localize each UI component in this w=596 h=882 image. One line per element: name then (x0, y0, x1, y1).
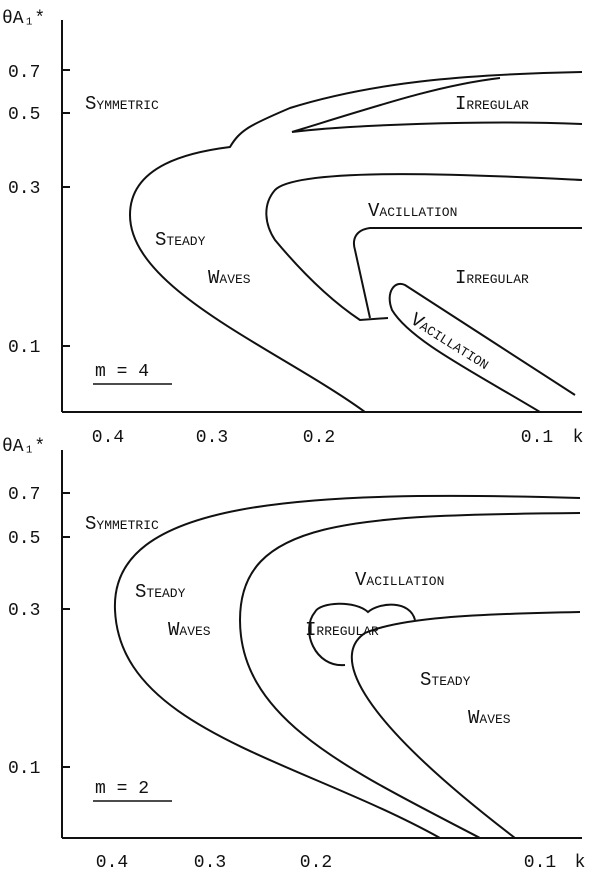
region-label: Waves (468, 707, 511, 729)
region-label: Steady (155, 229, 206, 251)
y-tick-label: 0.7 (8, 63, 40, 83)
y-tick-label: 0.1 (8, 759, 40, 779)
region-label: Symmetric (85, 513, 159, 535)
region-label: Vacillation (355, 569, 444, 591)
boundary (113, 494, 581, 839)
x-tick-label: 0.1 (524, 853, 556, 873)
x-axis-label: k (573, 428, 584, 448)
x-tick-label: 0.2 (300, 853, 332, 873)
region-label: Vacillation (406, 309, 493, 375)
boundary (238, 512, 581, 839)
region-label: Waves (168, 619, 211, 641)
x-tick-label: 0.2 (303, 428, 335, 448)
region-label: Waves (208, 267, 251, 289)
y-tick-label: 0.3 (8, 179, 40, 199)
mode-label: m = 2 (95, 779, 149, 799)
region-label: Vacillation (368, 200, 457, 222)
region-label: Steady (420, 669, 471, 691)
region-label: Irregular (455, 93, 529, 115)
x-axis-label: k (575, 853, 586, 873)
x-tick-label: 0.4 (92, 428, 124, 448)
region-label: Symmetric (85, 93, 159, 115)
y-tick-label: 0.5 (8, 529, 40, 549)
boundary (352, 227, 582, 319)
y-tick-label: 0.7 (8, 485, 40, 505)
region-label: Irregular (455, 267, 529, 289)
x-tick-label: 0.1 (521, 428, 553, 448)
y-axis-label: θA₁* (2, 437, 45, 457)
x-tick-label: 0.3 (196, 428, 228, 448)
panel-m2: θA₁* 0.7 0.5 0.3 0.1 0.4 0.3 0.2 0.1 k S… (2, 437, 585, 873)
boundary (308, 602, 416, 667)
y-tick-label: 0.3 (8, 601, 40, 621)
region-label: Irregular (305, 619, 379, 641)
x-tick-label: 0.4 (96, 853, 128, 873)
boundary (350, 611, 581, 839)
x-tick-label: 0.3 (194, 853, 226, 873)
boundary (265, 173, 583, 322)
y-axis-label: θA₁* (2, 9, 45, 29)
boundary (291, 77, 583, 133)
boundary (388, 282, 576, 413)
region-label: Steady (135, 581, 186, 603)
y-tick-label: 0.5 (8, 105, 40, 125)
panel-m4: θA₁* 0.7 0.5 0.3 0.1 0.4 0.3 0.2 0.1 k S… (2, 9, 583, 448)
mode-label: m = 4 (95, 362, 149, 382)
boundary (128, 71, 583, 413)
y-tick-label: 0.1 (8, 338, 40, 358)
